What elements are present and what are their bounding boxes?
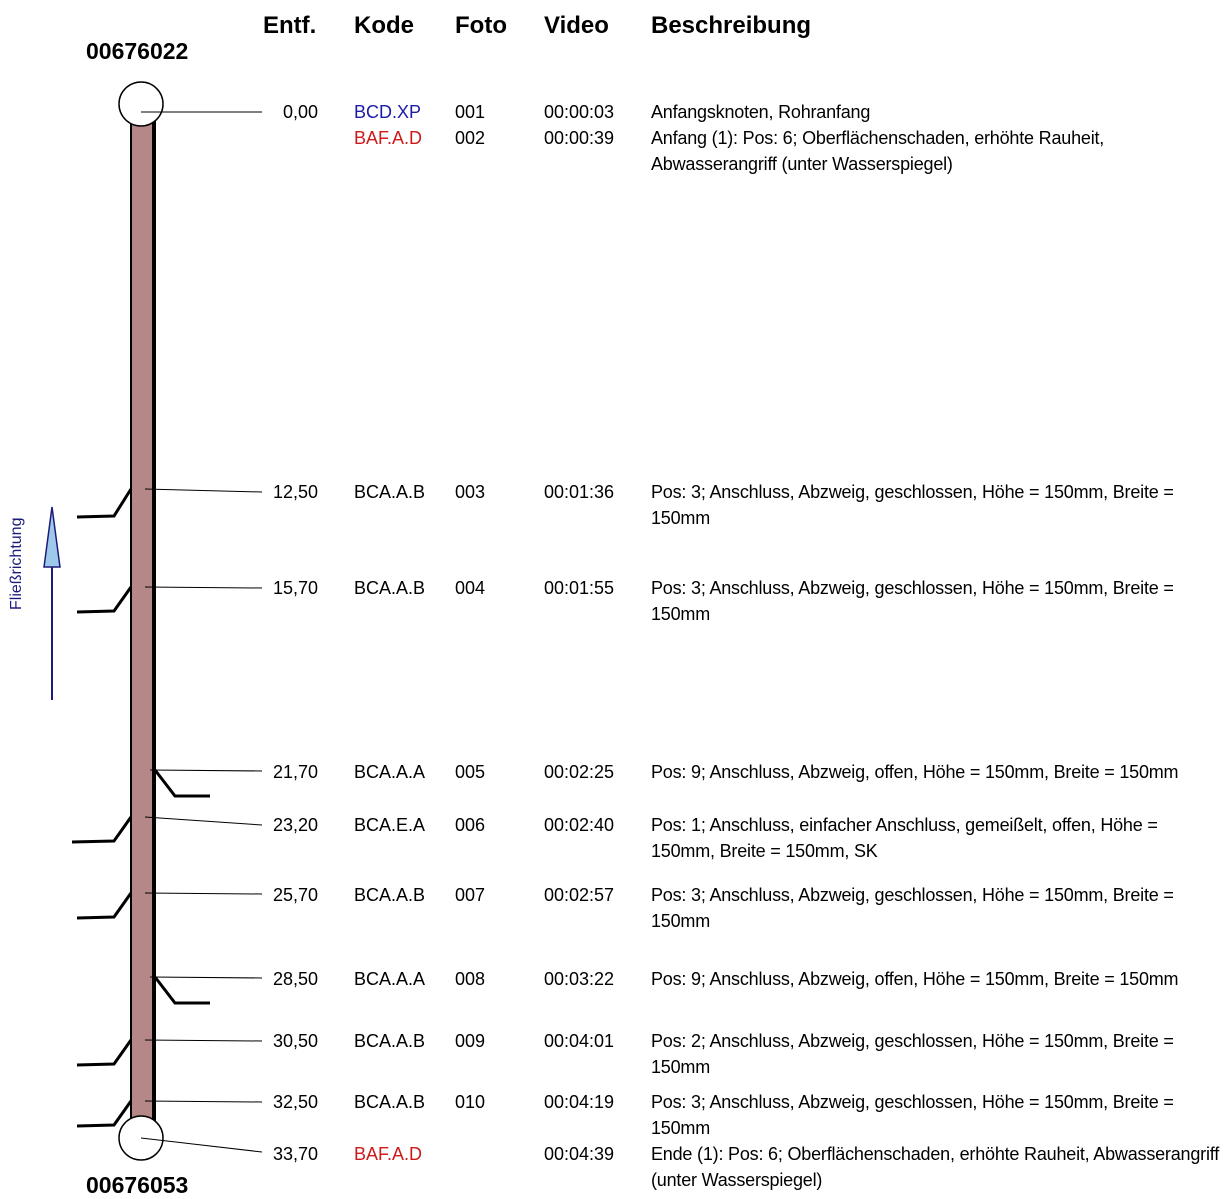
leader-line: [144, 1100, 263, 1103]
row-code: BCA.A.B: [354, 1092, 426, 1112]
leader-line: [144, 488, 263, 493]
header-description: Beschreibung: [651, 12, 812, 39]
row-video: 00:02:40: [544, 815, 615, 835]
row-photo: 005: [455, 762, 486, 782]
branch-connection-32-50: [76, 1100, 133, 1128]
row-distance: 0,00: [282, 102, 318, 122]
leader-line: [144, 1039, 263, 1042]
branch-connection-23-20: [71, 816, 133, 844]
row-video: 00:03:22: [544, 969, 615, 989]
pipe-body: [130, 111, 156, 1139]
row-code: BCD.XP: [354, 102, 422, 122]
row-description: Pos: 9; Anschluss, Abzweig, offen, Höhe …: [651, 969, 1179, 989]
row-code: BAF.A.D: [354, 1144, 423, 1164]
row-code: BCA.A.B: [354, 885, 426, 905]
header-code: Kode: [354, 12, 414, 39]
row-distance: 25,70: [272, 885, 318, 905]
row-photo: 008: [455, 969, 486, 989]
row-video: 00:00:39: [544, 128, 615, 148]
leader-line: [149, 976, 263, 979]
row-video: 00:04:01: [544, 1031, 615, 1051]
flow-direction-arrow-icon: [43, 506, 61, 568]
row-description: Pos: 1; Anschluss, einfacher Anschluss, …: [651, 815, 1158, 861]
row-code: BCA.A.B: [354, 578, 426, 598]
row-description: Pos: 3; Anschluss, Abzweig, geschlossen,…: [651, 578, 1174, 624]
row-code: BAF.A.D: [354, 128, 423, 148]
leader-line: [144, 816, 263, 826]
leader-line: [149, 769, 263, 772]
row-description: Pos: 3; Anschluss, Abzweig, geschlossen,…: [651, 482, 1174, 528]
row-description: Pos: 3; Anschluss, Abzweig, geschlossen,…: [651, 1092, 1174, 1138]
row-video: 00:04:19: [544, 1092, 615, 1112]
row-distance: 23,20: [272, 815, 318, 835]
branch-connection-21-70: [153, 769, 210, 798]
row-description: Anfangsknoten, Rohranfang: [651, 102, 871, 122]
row-description: Ende (1): Pos: 6; Oberflächenschaden, er…: [651, 1144, 1220, 1190]
header-video: Video: [544, 12, 609, 39]
branch-connection-25-70: [76, 892, 133, 920]
row-distance: 12,50: [272, 482, 318, 502]
row-photo: 009: [455, 1031, 486, 1051]
row-photo: 003: [455, 482, 486, 502]
row-code: BCA.A.A: [354, 762, 426, 782]
row-photo: 007: [455, 885, 486, 905]
row-photo: 010: [455, 1092, 486, 1112]
row-video: 00:00:03: [544, 102, 615, 122]
row-code: BCA.A.B: [354, 482, 426, 502]
row-photo: 004: [455, 578, 486, 598]
row-code: BCA.A.A: [354, 969, 426, 989]
row-code: BCA.E.A: [354, 815, 426, 835]
branch-connection-15-70: [76, 586, 133, 614]
row-description: Pos: 3; Anschluss, Abzweig, geschlossen,…: [651, 885, 1174, 931]
leader-line: [140, 1137, 263, 1153]
start-node-circle: [118, 81, 164, 127]
flow-direction-label: Fließrichtung: [8, 517, 25, 610]
leader-line: [144, 586, 263, 589]
header-distance: Entf.: [263, 12, 317, 39]
row-distance: 32,50: [272, 1092, 318, 1112]
row-description: Pos: 2; Anschluss, Abzweig, geschlossen,…: [651, 1031, 1174, 1077]
branch-connection-12-50: [76, 488, 133, 519]
row-description: Pos: 9; Anschluss, Abzweig, offen, Höhe …: [651, 762, 1179, 782]
leader-line: [144, 892, 263, 895]
row-distance: 33,70: [272, 1144, 318, 1164]
branch-connection-30-50: [76, 1039, 133, 1067]
end-node-label: 00676053: [86, 1172, 189, 1198]
start-node-label: 00676022: [86, 38, 189, 64]
row-video: 00:01:36: [544, 482, 615, 502]
row-video: 00:04:39: [544, 1144, 615, 1164]
row-photo: 006: [455, 815, 486, 835]
row-distance: 15,70: [272, 578, 318, 598]
row-video: 00:01:55: [544, 578, 615, 598]
row-video: 00:02:25: [544, 762, 615, 782]
row-distance: 30,50: [272, 1031, 318, 1051]
row-code: BCA.A.B: [354, 1031, 426, 1051]
row-video: 00:02:57: [544, 885, 615, 905]
row-description: Anfang (1): Pos: 6; Oberflächenschaden, …: [651, 128, 1105, 174]
row-photo: 001: [455, 102, 486, 122]
row-photo: 002: [455, 128, 486, 148]
row-distance: 28,50: [272, 969, 318, 989]
header-photo: Foto: [455, 12, 507, 39]
row-distance: 21,70: [272, 762, 318, 782]
branch-connection-28-50: [153, 976, 210, 1005]
